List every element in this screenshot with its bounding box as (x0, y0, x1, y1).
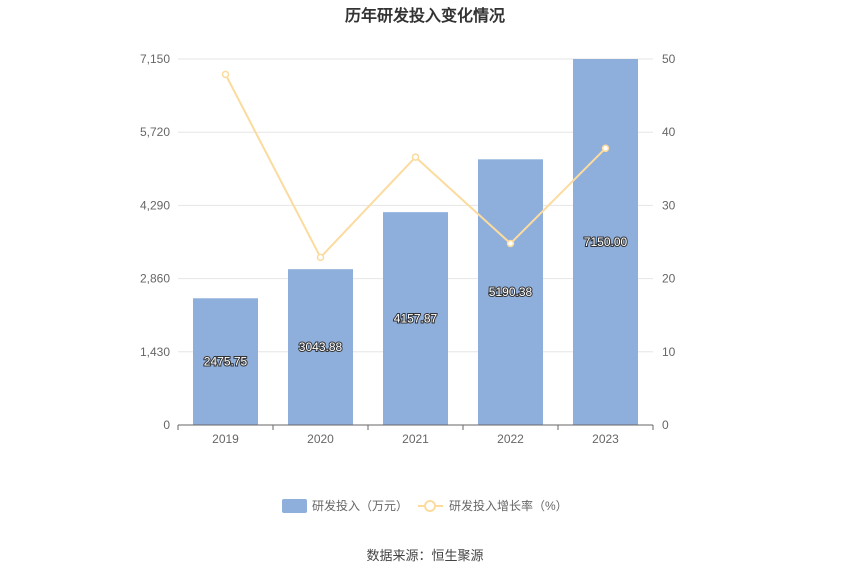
line-series (221, 70, 610, 262)
bar-value-label: 2475.75 (204, 355, 248, 369)
right-axis: 0 10 20 30 40 50 (662, 52, 676, 432)
y-left-tick-label: 5,720 (140, 125, 170, 139)
x-tick-label: 2022 (497, 432, 524, 446)
bar (288, 269, 353, 425)
y-right-tick-label: 10 (662, 345, 676, 359)
y-right-tick-label: 0 (662, 418, 669, 432)
y-left-tick-label: 1,430 (140, 345, 170, 359)
chart-title: 历年研发投入变化情况 (345, 6, 505, 25)
left-axis: 0 1,430 2,860 4,290 5,720 7,150 (140, 52, 170, 432)
line-point (316, 253, 325, 262)
bar (383, 212, 448, 425)
y-right-tick-label: 20 (662, 272, 676, 286)
line-point (506, 239, 515, 248)
x-axis: 2019 2020 2021 2022 2023 (177, 424, 654, 446)
y-left-tick-label: 7,150 (140, 52, 170, 66)
line-point (221, 70, 230, 79)
bar-series: 2475.75 3043.88 4157.87 5190.38 7150.00 (193, 59, 638, 426)
x-tick-label: 2021 (402, 432, 429, 446)
y-right-tick-label: 50 (662, 52, 676, 66)
legend-line-marker (424, 500, 436, 512)
y-right-tick-label: 30 (662, 198, 676, 212)
legend: 研发投入（万元） 研发投入增长率（%） (282, 498, 568, 513)
line-point (601, 144, 610, 153)
y-left-tick-label: 2,860 (140, 272, 170, 286)
x-tick-label: 2023 (592, 432, 619, 446)
y-left-tick-label: 0 (163, 418, 170, 432)
bar (573, 59, 638, 425)
line-point (411, 153, 420, 161)
y-left-tick-label: 4,290 (140, 198, 170, 212)
bar-value-label: 5190.38 (489, 285, 533, 299)
bar-value-label: 3043.88 (299, 340, 343, 354)
bar-value-label: 7150.00 (584, 235, 628, 249)
bar-value-label: 4157.87 (394, 312, 438, 326)
y-right-tick-label: 40 (662, 125, 676, 139)
legend-line-label: 研发投入增长率（%） (449, 498, 568, 513)
x-tick-label: 2020 (307, 432, 334, 446)
x-tick-label: 2019 (212, 432, 239, 446)
legend-bar-label: 研发投入（万元） (312, 498, 408, 513)
source-note: 数据来源：恒生聚源 (366, 548, 483, 563)
legend-bar-swatch (282, 499, 307, 513)
bar (193, 298, 258, 425)
bar (478, 159, 543, 426)
